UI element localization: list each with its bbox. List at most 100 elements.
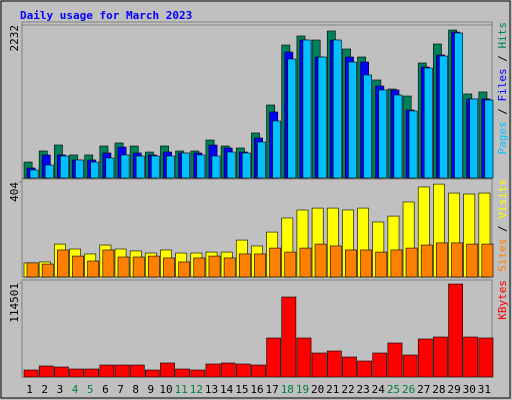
bar xyxy=(284,251,297,278)
bar xyxy=(87,260,100,278)
bar xyxy=(439,55,448,179)
bar xyxy=(357,360,373,378)
bar xyxy=(102,249,115,278)
bar xyxy=(387,342,403,378)
bar xyxy=(181,152,191,179)
y-tick-label: 404 xyxy=(8,182,21,202)
bar xyxy=(105,157,115,179)
x-tick-label: 20 xyxy=(311,383,324,396)
x-tick-label: 15 xyxy=(235,383,248,396)
bar xyxy=(378,89,388,179)
bar xyxy=(257,141,266,179)
x-tick-label: 6 xyxy=(102,383,109,396)
bar xyxy=(466,243,479,278)
bar xyxy=(372,352,388,378)
x-tick-label: 14 xyxy=(220,383,234,396)
bar xyxy=(90,161,100,179)
bar xyxy=(342,356,357,378)
bar xyxy=(150,155,160,179)
bar xyxy=(235,363,251,378)
x-tick-label: 5 xyxy=(87,383,94,396)
bar xyxy=(448,283,463,378)
bar xyxy=(223,257,236,278)
bar xyxy=(190,369,206,378)
bar xyxy=(205,363,221,378)
bar xyxy=(345,249,357,278)
bar xyxy=(363,74,373,179)
bar xyxy=(129,364,145,378)
x-tick-label: 7 xyxy=(117,383,124,396)
bar xyxy=(60,155,69,179)
bar xyxy=(332,39,342,179)
bar xyxy=(72,255,84,278)
chart-title: Daily usage for March 2023 xyxy=(20,9,192,22)
bar xyxy=(393,94,403,179)
bar xyxy=(226,151,236,179)
legend-entry: Files xyxy=(496,68,509,101)
bar xyxy=(38,365,54,378)
bar xyxy=(348,61,357,179)
bar xyxy=(417,338,433,378)
bar xyxy=(269,247,282,278)
x-tick-label: 29 xyxy=(447,383,460,396)
y-tick-label: 114501 xyxy=(8,283,21,323)
legend-entry: Hits xyxy=(496,22,509,49)
x-tick-label: 30 xyxy=(463,383,476,396)
bar xyxy=(23,369,39,378)
legend-separator: / xyxy=(496,219,509,239)
bar xyxy=(390,249,403,278)
x-tick-label: 2 xyxy=(41,383,48,396)
legend-entry: Pages xyxy=(496,121,509,154)
bar xyxy=(423,67,433,179)
bar xyxy=(208,255,221,278)
bar xyxy=(478,337,494,378)
bar xyxy=(436,242,448,278)
legend: Pages / Files / Hits xyxy=(496,22,509,155)
bar xyxy=(135,155,145,179)
legend-entry: Sites xyxy=(496,239,509,272)
bar xyxy=(41,263,54,278)
bar xyxy=(266,337,282,378)
bar xyxy=(296,337,312,378)
x-tick-label: 17 xyxy=(266,383,279,396)
bar xyxy=(287,58,297,179)
bar xyxy=(57,249,69,278)
bar xyxy=(360,249,373,278)
bar xyxy=(241,152,251,179)
bar xyxy=(160,362,175,378)
bar xyxy=(451,242,463,278)
x-tick-label: 22 xyxy=(341,383,354,396)
bar xyxy=(251,364,266,378)
bar xyxy=(408,110,418,179)
bar xyxy=(75,159,84,179)
x-tick-label: 28 xyxy=(432,383,445,396)
bar xyxy=(317,56,327,179)
bar xyxy=(178,261,191,278)
bar xyxy=(114,364,130,378)
legend-separator: / xyxy=(496,49,509,69)
bar xyxy=(402,354,418,378)
bar xyxy=(26,262,39,278)
bar xyxy=(299,247,312,278)
bar xyxy=(211,155,221,179)
bar xyxy=(272,120,282,179)
bar xyxy=(469,98,479,179)
x-tick-label: 9 xyxy=(148,383,155,396)
legend-entry: Visits xyxy=(496,179,509,219)
y-tick-label: 2232 xyxy=(8,25,21,52)
bar xyxy=(193,257,206,278)
legend: Sites / Visits xyxy=(496,179,509,272)
bar xyxy=(69,368,84,378)
x-tick-label: 3 xyxy=(57,383,64,396)
bar xyxy=(166,155,175,179)
bar xyxy=(433,336,448,378)
bar xyxy=(147,255,160,278)
x-tick-label: 19 xyxy=(296,383,309,396)
bar xyxy=(196,154,206,179)
bar xyxy=(144,369,160,378)
bar xyxy=(311,352,327,378)
x-tick-label: 31 xyxy=(478,383,491,396)
